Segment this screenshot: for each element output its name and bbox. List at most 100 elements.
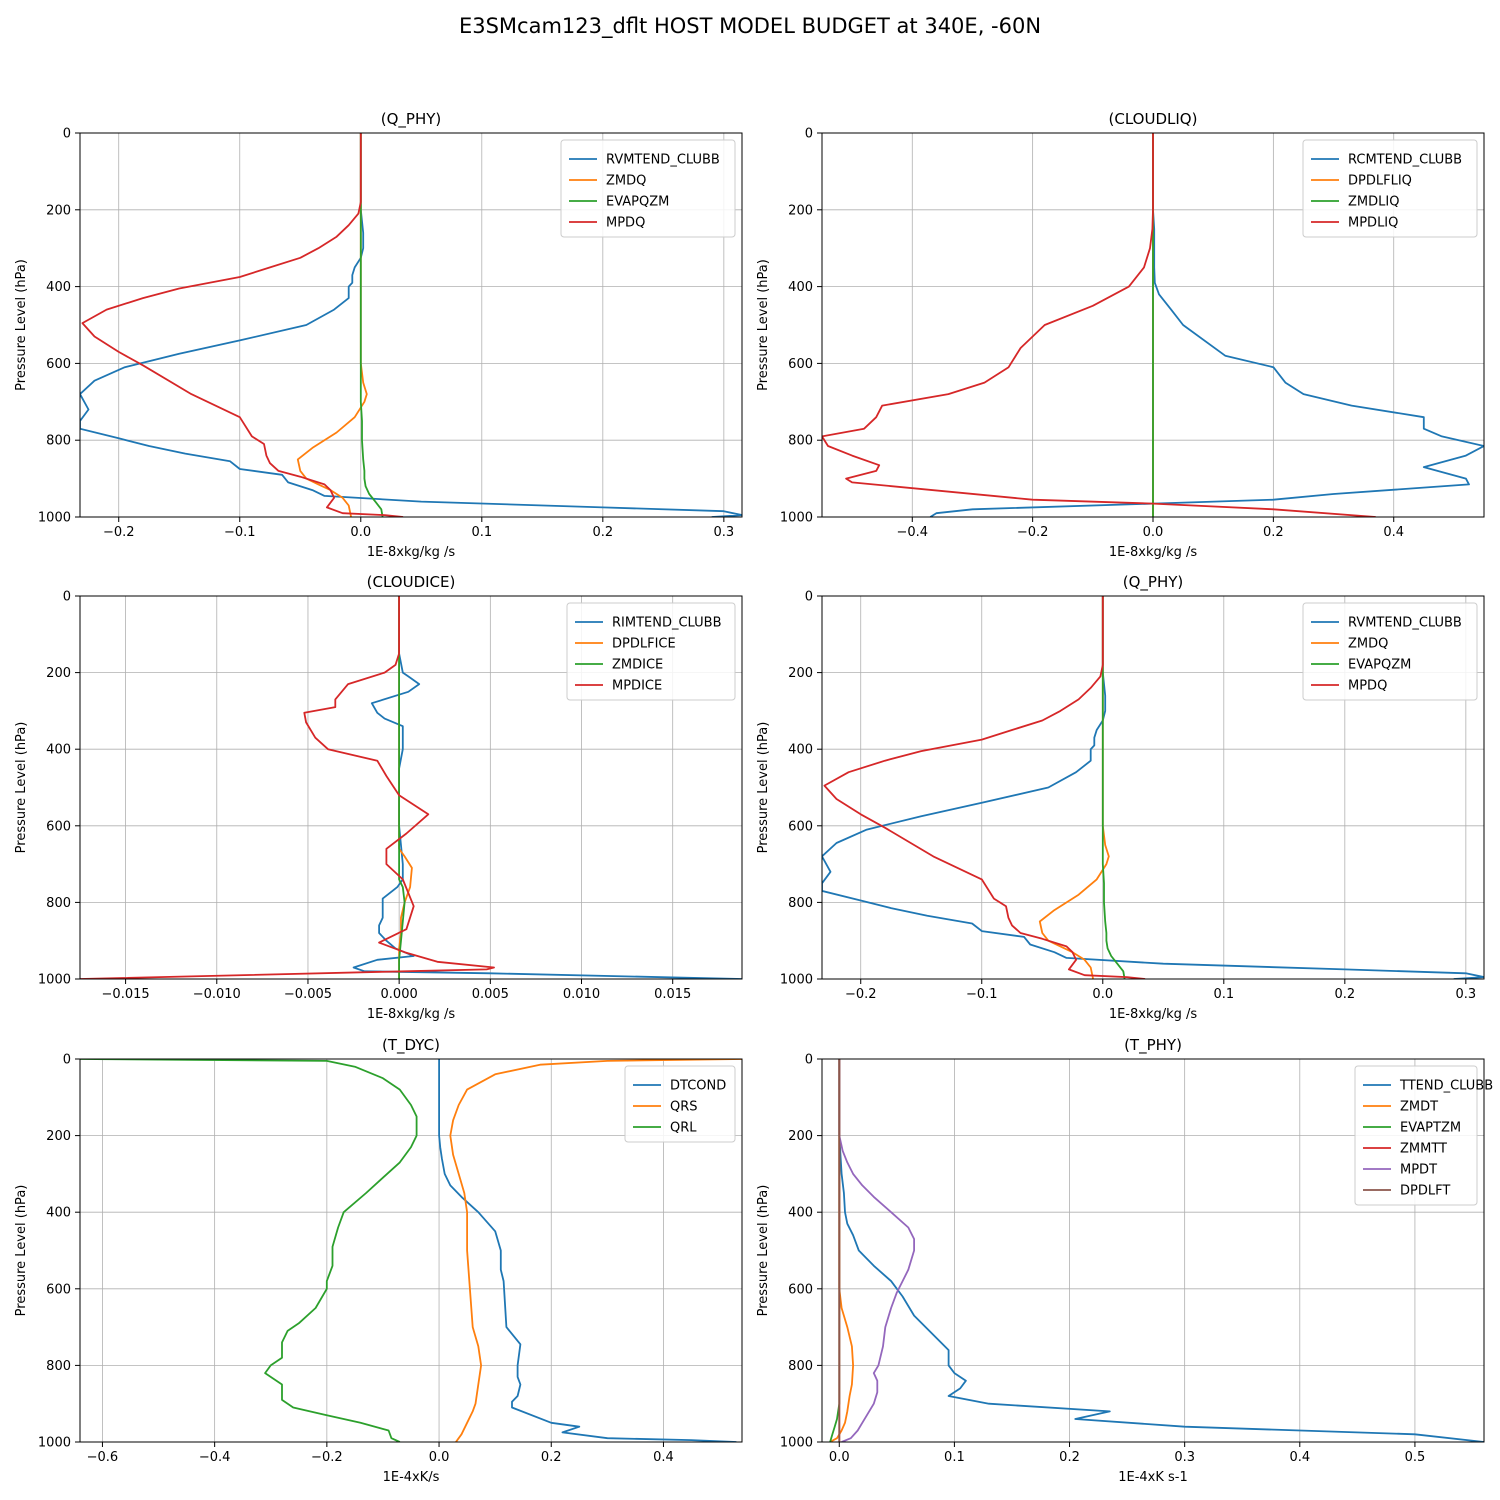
- panel-4: −0.2 −0.1 0.0 0.1 0.2 0.3 0 200 400 600 800 1000 (Q_…: [756, 573, 1485, 1022]
- series-group: [822, 133, 1484, 517]
- panel-title: (CLOUDLIQ): [1109, 110, 1198, 128]
- x-tick-label: 0.2: [1263, 525, 1284, 540]
- x-axis-label: 1E-8xkg/kg /s: [1109, 545, 1198, 560]
- y-axis-label: Pressure Level (hPa): [14, 1185, 29, 1317]
- y-tick-label: 200: [46, 666, 71, 681]
- legend-entry: DPDLFLIQ: [1348, 174, 1412, 189]
- series-line-zmdice: [398, 596, 406, 979]
- y-tick-label: 0: [63, 127, 71, 142]
- x-axis-label: 1E-8xkg/kg /s: [367, 1007, 456, 1022]
- series-line-ttend_clubb: [838, 1059, 1484, 1442]
- x-tick-label: 0.1: [944, 1450, 965, 1465]
- series-line-dtcond: [438, 1059, 737, 1442]
- x-tick-label: 0.3: [714, 525, 735, 540]
- y-axis-label: Pressure Level (hPa): [14, 722, 29, 854]
- legend-entry: RVMTEND_CLUBB: [1348, 616, 1462, 631]
- legend-entry: ZMDT: [1400, 1100, 1438, 1115]
- y-tick-label: 1000: [780, 511, 813, 526]
- axes-frame: [79, 132, 743, 518]
- x-tick-label: −0.2: [311, 1450, 343, 1465]
- y-tick-label: 200: [788, 666, 813, 681]
- series-line-evapqzm: [359, 133, 384, 517]
- legend-entry: DPDLFT: [1400, 1184, 1450, 1199]
- legend-entry: EVAPQZM: [606, 195, 669, 210]
- y-tick-label: 1000: [38, 1436, 71, 1451]
- series-line-rimtend_clubb: [352, 596, 742, 979]
- legend-entry: MPDICE: [612, 679, 662, 694]
- x-tick-label: 0.0: [350, 525, 371, 540]
- x-axis-label: 1E-4xK/s: [383, 1470, 440, 1485]
- x-tick-label: 0.3: [1456, 987, 1477, 1002]
- panel-6: 0.0 0.1 0.2 0.3 0.4 0.5 0 200 400 600 800 1000 (T_PH…: [756, 1036, 1493, 1485]
- legend-entry: QRL: [670, 1121, 697, 1136]
- y-axis-label: Pressure Level (hPa): [756, 722, 771, 854]
- legend: RVMTEND_CLUBB ZMDQ EVAPQZM MPDQ: [560, 139, 736, 238]
- y-tick-label: 600: [788, 357, 813, 372]
- y-axis-label: Pressure Level (hPa): [756, 1185, 771, 1317]
- legend-entry: RVMTEND_CLUBB: [606, 153, 720, 168]
- series-line-evaptzm: [829, 1059, 841, 1442]
- series-line-mpdq: [823, 596, 1146, 979]
- x-tick-label: −0.005: [284, 987, 332, 1002]
- y-tick-label: 400: [46, 1206, 71, 1221]
- y-tick-label: 800: [46, 1359, 71, 1374]
- x-tick-label: −0.4: [896, 525, 928, 540]
- y-tick-label: 400: [788, 280, 813, 295]
- x-tick-label: 0.2: [592, 525, 613, 540]
- x-tick-label: −0.2: [845, 987, 877, 1002]
- y-tick-label: 0: [63, 1053, 71, 1068]
- y-tick-label: 400: [788, 1206, 813, 1221]
- legend-entry: DTCOND: [670, 1079, 726, 1094]
- x-axis-label: 1E-8xkg/kg /s: [1109, 1007, 1198, 1022]
- legend-box: [1302, 602, 1478, 701]
- figure-title: E3SMcam123_dflt HOST MODEL BUDGET at 340…: [458, 14, 1042, 38]
- x-tick-label: −0.6: [87, 1450, 119, 1465]
- y-tick-label: 800: [46, 896, 71, 911]
- legend-box: [566, 602, 736, 701]
- x-axis-label: 1E-8xkg/kg /s: [367, 545, 456, 560]
- x-tick-label: 0.0: [1092, 987, 1113, 1002]
- x-tick-label: 0.000: [381, 987, 418, 1002]
- legend: TTEND_CLUBB ZMDT EVAPTZM ZMMTT MPDT DPDLFT: [1354, 1065, 1493, 1206]
- legend-entry: EVAPTZM: [1400, 1121, 1461, 1136]
- y-tick-label: 800: [46, 434, 71, 449]
- x-tick-label: 0.010: [563, 987, 600, 1002]
- y-tick-label: 200: [46, 203, 71, 218]
- series-line-mpdice: [80, 596, 495, 979]
- y-tick-label: 1000: [780, 1436, 813, 1451]
- y-tick-label: 400: [788, 743, 813, 758]
- y-tick-label: 400: [46, 743, 71, 758]
- legend-entry: MPDQ: [606, 216, 645, 231]
- legend-entry: QRS: [670, 1100, 698, 1115]
- x-tick-label: 0.3: [1174, 1450, 1195, 1465]
- y-tick-label: 0: [805, 1053, 813, 1068]
- x-tick-label: 0.4: [1383, 525, 1404, 540]
- legend-entry: RCMTEND_CLUBB: [1348, 153, 1462, 168]
- legend: RCMTEND_CLUBB DPDLFLIQ ZMDLIQ MPDLIQ: [1302, 139, 1478, 238]
- y-tick-label: 800: [788, 434, 813, 449]
- series-line-rcmtend_clubb: [929, 133, 1484, 517]
- panel-title: (Q_PHY): [381, 110, 442, 129]
- y-tick-label: 600: [46, 819, 71, 834]
- legend-entry: ZMDLIQ: [1348, 195, 1399, 210]
- x-tick-label: 0.4: [1289, 1450, 1310, 1465]
- series-line-zmdt: [829, 1059, 854, 1442]
- x-tick-label: −0.2: [103, 525, 135, 540]
- y-tick-label: 400: [46, 280, 71, 295]
- y-axis-label: Pressure Level (hPa): [14, 259, 29, 391]
- panel-title: (T_PHY): [1124, 1036, 1182, 1055]
- y-tick-label: 1000: [780, 973, 813, 988]
- legend: DTCOND QRS QRL: [624, 1065, 736, 1143]
- y-tick-label: 600: [788, 819, 813, 834]
- legend-entry: ZMDQ: [1348, 637, 1388, 652]
- x-tick-label: 0.4: [653, 1450, 674, 1465]
- x-axis-label: 1E-4xK s-1: [1118, 1470, 1188, 1485]
- series-group: [822, 596, 1484, 979]
- x-tick-label: 0.015: [654, 987, 691, 1002]
- y-tick-label: 0: [63, 590, 71, 605]
- series-group: [80, 596, 742, 979]
- legend-box: [560, 139, 736, 238]
- x-tick-label: 0.2: [1334, 987, 1355, 1002]
- legend-entry: MPDT: [1400, 1163, 1437, 1178]
